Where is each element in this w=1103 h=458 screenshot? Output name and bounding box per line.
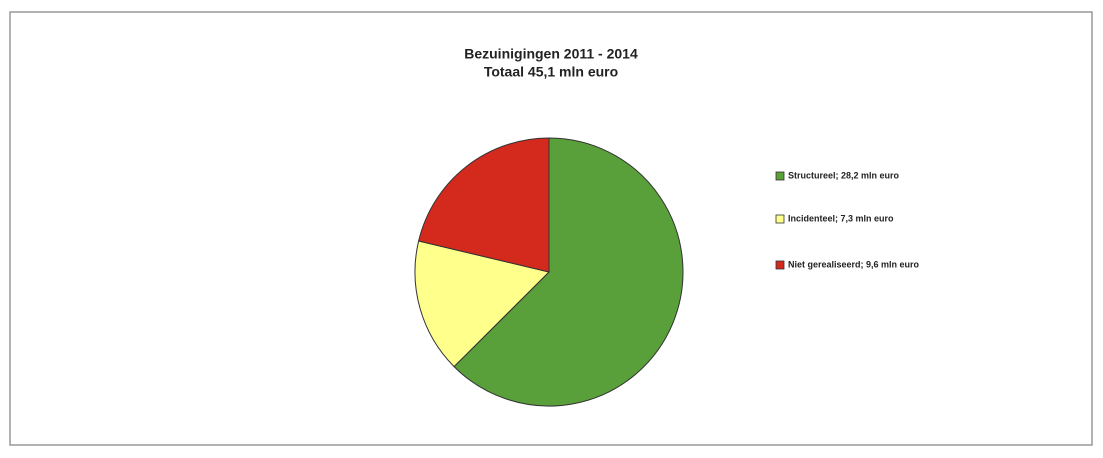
legend-label: Structureel; 28,2 mln euro <box>788 170 900 180</box>
pie-slice <box>414 240 550 368</box>
legend-label: Incidenteel; 7,3 mln euro <box>788 213 894 223</box>
chart-subtitle: Totaal 45,1 mln euro <box>484 64 618 80</box>
pie-slice <box>418 137 550 273</box>
legend-swatch <box>775 260 785 270</box>
legend-swatch <box>775 171 785 181</box>
legend-swatch <box>775 214 785 224</box>
pie-slice <box>453 137 684 407</box>
legend-label: Niet gerealiseerd; 9,6 mln euro <box>788 259 920 269</box>
chart-title: Bezuinigingen 2011 - 2014 <box>464 46 638 62</box>
